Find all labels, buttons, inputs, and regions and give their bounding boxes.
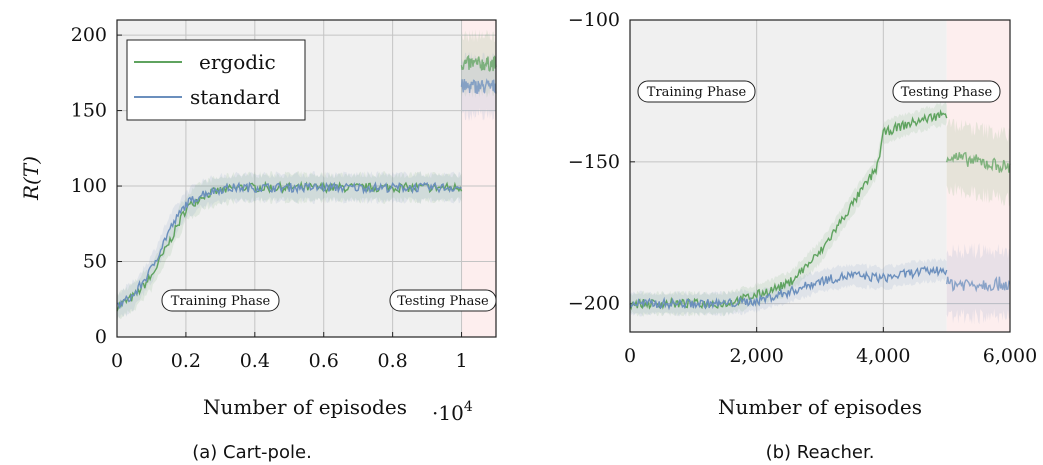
caption-b: (b) Reacher.	[766, 442, 875, 463]
standard-test-band	[946, 242, 1010, 325]
x-tick-label: 4,000	[856, 345, 910, 367]
plot-frame	[116, 19, 497, 338]
y-tick-labels: −200 −150 −100	[568, 9, 620, 315]
y-tick-label: 50	[83, 251, 107, 273]
x-tick-label: 0	[111, 350, 123, 372]
y-tick-label: 100	[71, 175, 107, 197]
ergodic-test-line	[460, 54, 497, 72]
training-phase-text: Training Phase	[647, 85, 747, 100]
y-tick-label: −150	[568, 151, 620, 173]
y-tick-labels: 0 50 100 150 200	[71, 24, 107, 348]
legend-label-ergodic: ergodic	[199, 50, 276, 74]
ergodic-test-line	[946, 151, 1011, 173]
testing-phase-box	[389, 289, 497, 312]
y-tick-label: −200	[568, 293, 620, 315]
ergodic-train-line	[629, 108, 948, 311]
series-lines	[629, 108, 1011, 311]
testing-phase-label: Testing Phase	[389, 289, 497, 312]
caption-a: (a) Cart-pole.	[192, 442, 312, 463]
y-tick-label: 0	[95, 326, 107, 348]
legend: ergodic standard	[126, 39, 306, 121]
y-tick-label: −100	[568, 9, 620, 31]
x-multiplier-exponent: 4	[464, 399, 473, 415]
standard-train-line	[116, 181, 462, 309]
x-tick-label: 1	[455, 350, 467, 372]
x-tick-label: 0.2	[171, 350, 201, 372]
x-tick-label: 0.6	[309, 350, 339, 372]
standard-test-line	[946, 276, 1011, 293]
x-axis-label: Number of episodes	[203, 395, 407, 419]
reacher-panel: 0 2,000 4,000 6,000 −200 −150 −100 Training P…	[568, 9, 1037, 463]
standard-test-line	[460, 78, 497, 94]
standard-train-band	[117, 171, 462, 322]
x-tick-label: 6,000	[983, 345, 1037, 367]
training-phase-label: Training Phase	[161, 289, 280, 312]
x-multiplier-base: ·10	[432, 401, 464, 425]
testing-phase-text: Testing Phase	[901, 85, 993, 100]
training-phase-text: Training Phase	[171, 294, 271, 309]
legend-label-standard: standard	[190, 85, 280, 109]
testing-phase-text: Testing Phase	[397, 294, 489, 309]
standard-train-band	[630, 258, 947, 317]
legend-box	[126, 39, 306, 121]
x-tick-label: 0.4	[240, 350, 270, 372]
training-phase-label: Training Phase	[637, 80, 756, 103]
x-tick-label: 0	[624, 345, 636, 367]
variance-bands	[630, 102, 1010, 325]
testing-phase-box	[892, 80, 1001, 103]
x-multiplier: ·104	[432, 399, 473, 425]
ergodic-test-band	[946, 118, 1010, 207]
x-tick-labels: 0 0.2 0.4 0.6 0.8 1	[111, 350, 468, 372]
standard-train-line	[629, 265, 948, 311]
y-tick-label: 150	[71, 100, 107, 122]
series-lines	[116, 54, 497, 312]
cart-pole-panel: 0 0.2 0.4 0.6 0.8 1 0 50 100 150 200 ergodic stan…	[19, 19, 497, 463]
y-axis-label: R(T)	[19, 156, 43, 201]
training-phase-box	[637, 80, 756, 103]
ergodic-train-line	[116, 180, 463, 312]
x-tick-label: 2,000	[729, 345, 783, 367]
training-phase-box	[161, 289, 280, 312]
plot-frame	[629, 19, 1011, 333]
x-axis-label: Number of episodes	[718, 395, 922, 419]
x-tick-labels: 0 2,000 4,000 6,000	[624, 345, 1037, 367]
x-tick-label: 0.8	[378, 350, 408, 372]
testing-phase-label: Testing Phase	[892, 80, 1001, 103]
ergodic-train-band	[117, 171, 462, 323]
phase-region-1	[461, 20, 496, 337]
y-tick-label: 200	[71, 24, 107, 46]
